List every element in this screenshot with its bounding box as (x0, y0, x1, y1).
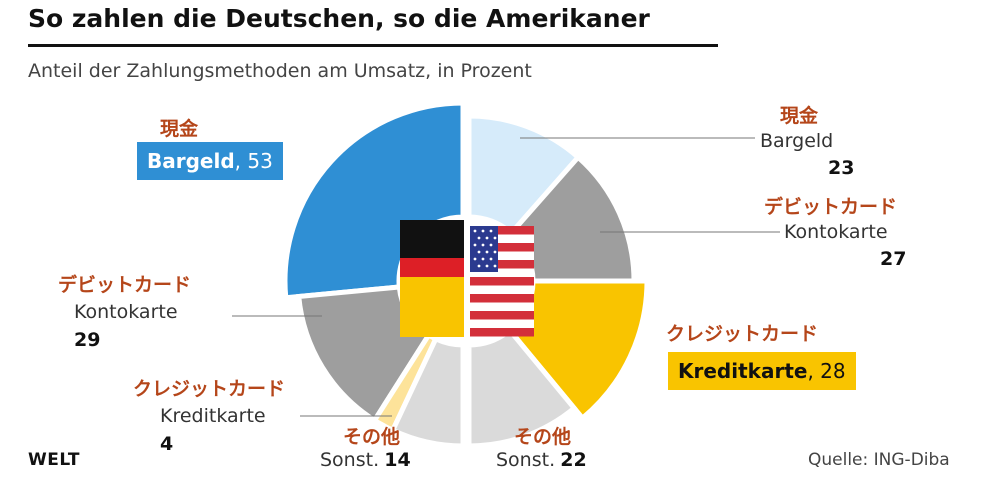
us-cash-value: 23 (828, 157, 855, 179)
leader-lines (232, 137, 780, 417)
us-flag-star (493, 236, 497, 240)
de-credit-value: 4 (160, 433, 174, 455)
us-flag-star (485, 250, 489, 254)
us-flag-star (489, 229, 493, 233)
de-cash-callout: Bargeld, 53 (137, 142, 283, 180)
us-cash-jp: 現金 (780, 105, 819, 127)
wedge-de-other (389, 335, 466, 449)
us-other-value: 22 (560, 449, 587, 471)
us-credit-callout: Kreditkarte, 28 (668, 352, 856, 390)
us-cash-label: Bargeld (760, 130, 834, 152)
de-cash-label: Bargeld (147, 149, 235, 173)
us-flag-canton (470, 226, 498, 272)
us-flag-star (473, 257, 477, 261)
us-flag-stripe (470, 277, 534, 286)
de-cash-jp: 現金 (160, 118, 199, 140)
center-flags (400, 220, 534, 337)
us-flag-stripe (470, 302, 534, 311)
us-flag-star (477, 236, 481, 240)
us-credit-label: Kreditkarte (678, 359, 808, 383)
us-other-label: Sonst. (496, 449, 556, 471)
us-flag-star (493, 264, 497, 268)
wedge-us-other (466, 326, 578, 449)
us-flag-star (493, 250, 497, 254)
us-flag-stripe (470, 294, 534, 303)
us-flag-star (489, 257, 493, 261)
us-debit-jp: デビットカード (764, 196, 898, 218)
us-flag-stripe (470, 311, 534, 320)
us-flag-star (473, 243, 477, 247)
de-credit-jp: クレジットカード (133, 378, 286, 400)
de-debit-value: 29 (74, 329, 101, 351)
us-flag-stripe (470, 285, 534, 294)
us-flag-stripe (470, 234, 534, 243)
us-debit-label: Kontokarte (784, 221, 888, 243)
us-flag-stripe (470, 251, 534, 260)
germany-flag-icon (400, 220, 464, 337)
de-cash-value: 53 (247, 149, 273, 173)
us-flag-stripe (470, 319, 534, 328)
de-credit-label: Kreditkarte (160, 405, 266, 427)
de-cash-sep: , (234, 149, 248, 173)
source-note: Quelle: ING-Diba (808, 450, 950, 470)
welt-logo: WELT (28, 450, 80, 470)
us-flag-star (477, 264, 481, 268)
de-debit-jp: デビットカード (58, 274, 192, 296)
us-flag-star (481, 243, 485, 247)
us-flag-stripe (470, 268, 534, 277)
us-flag-star (477, 250, 481, 254)
de-other-line: Sonst. 14 (320, 449, 411, 471)
us-credit-sep: , (807, 359, 821, 383)
title-rule (28, 44, 718, 47)
us-flag-star (485, 236, 489, 240)
de-debit-label: Kontokarte (74, 301, 178, 323)
us-flag-stripe (470, 328, 534, 337)
de-other-jp: その他 (343, 426, 401, 448)
usa-flag-icon (470, 226, 534, 337)
us-flag-star (485, 264, 489, 268)
chart-subtitle: Anteil der Zahlungsmethoden am Umsatz, i… (28, 60, 532, 82)
de-other-label: Sonst. (320, 449, 380, 471)
us-debit-value: 27 (880, 248, 907, 270)
wedge-us-cash (466, 113, 582, 237)
us-flag-star (481, 257, 485, 261)
us-other-line: Sonst. 22 (496, 449, 587, 471)
us-credit-value: 28 (820, 359, 846, 383)
de-other-value: 14 (384, 449, 411, 471)
us-flag-stripe (470, 260, 534, 269)
us-other-jp: その他 (514, 426, 572, 448)
us-flag-star (481, 229, 485, 233)
chart-title: So zahlen die Deutschen, so die Amerikan… (28, 4, 650, 33)
us-flag-star (473, 229, 477, 233)
us-flag-star (489, 243, 493, 247)
us-credit-jp: クレジットカード (666, 323, 819, 345)
us-flag-stripe (470, 243, 534, 252)
us-flag-stripe (470, 226, 534, 235)
wedges-group (282, 100, 650, 449)
